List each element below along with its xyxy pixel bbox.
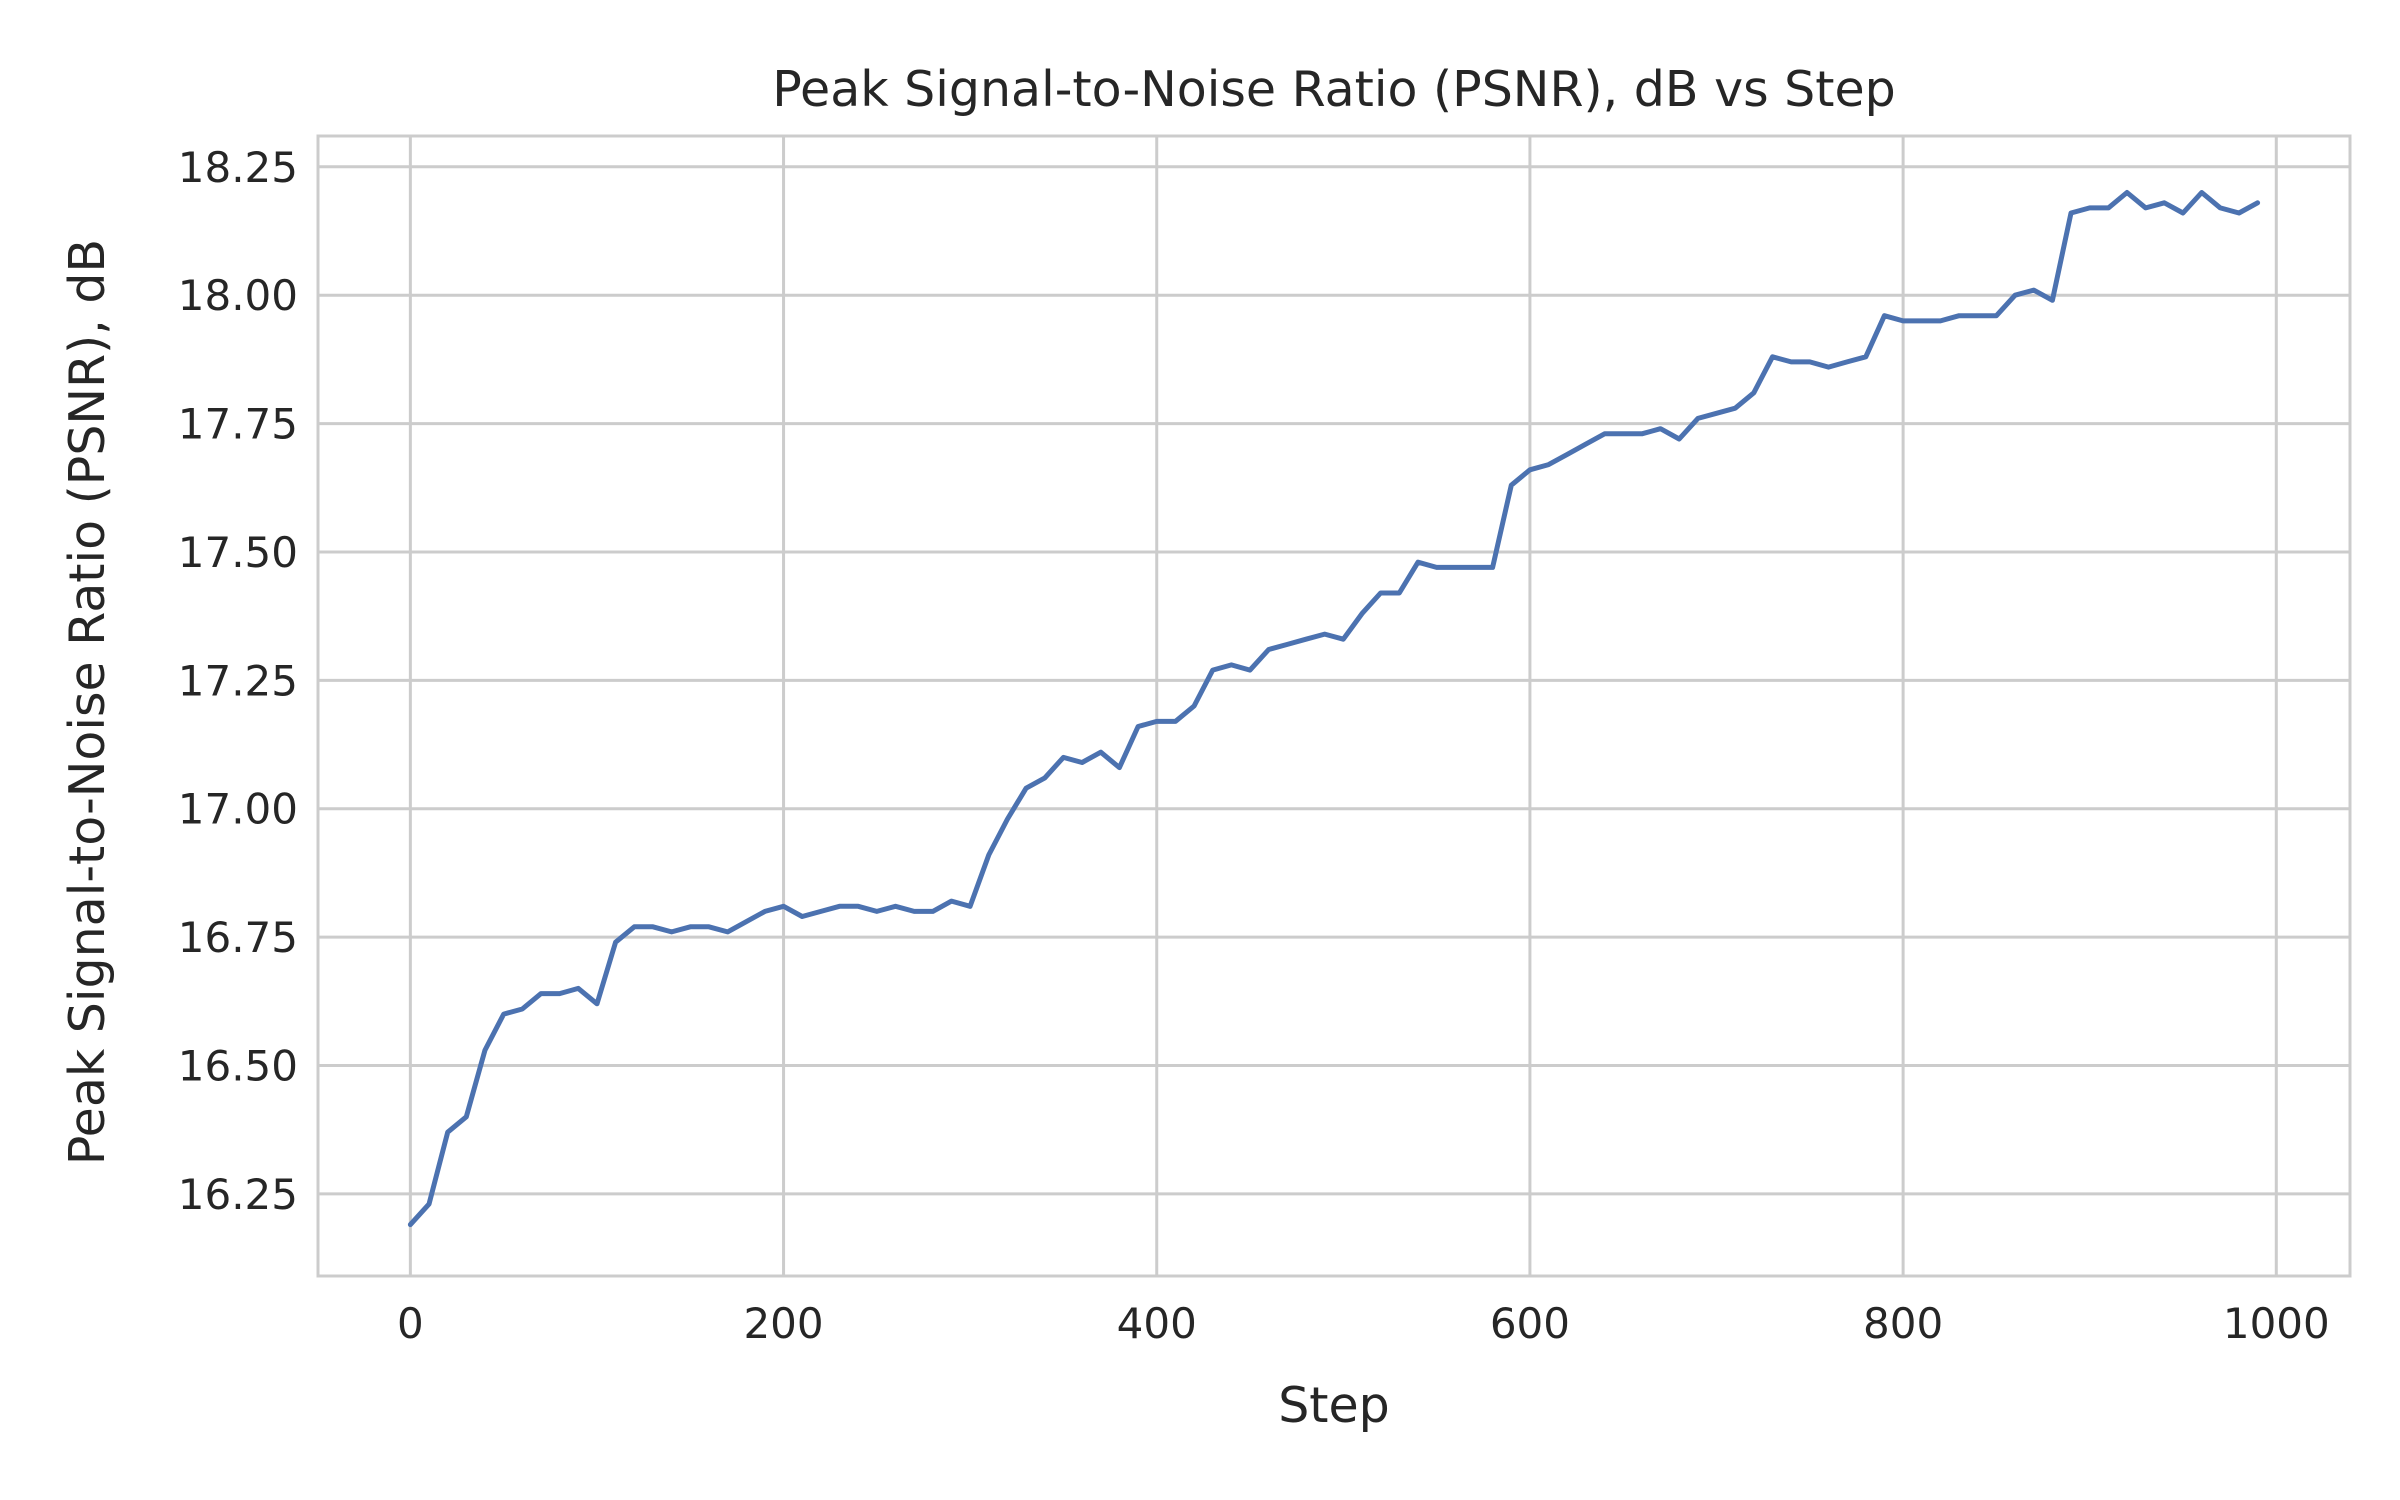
x-tick-label: 0 <box>397 1299 424 1348</box>
x-axis-label: Step <box>1278 1377 1390 1434</box>
grid <box>318 136 2350 1276</box>
x-tick-label: 200 <box>743 1299 823 1348</box>
chart-title: Peak Signal-to-Noise Ratio (PSNR), dB vs… <box>772 61 1895 118</box>
y-tick-label: 17.25 <box>178 656 298 705</box>
y-tick-label: 16.25 <box>178 1170 298 1219</box>
y-tick-label: 16.75 <box>178 913 298 962</box>
y-tick-label: 17.00 <box>178 785 298 834</box>
x-axis-ticks: 0 200 400 600 800 1000 <box>397 1299 2330 1348</box>
y-axis-ticks: 16.25 16.50 16.75 17.00 17.25 17.50 17.75 18.00… <box>178 143 298 1219</box>
y-axis-label: Peak Signal-to-Noise Ratio (PSNR), dB <box>59 239 116 1165</box>
y-tick-label: 18.00 <box>178 271 298 320</box>
x-tick-label: 400 <box>1117 1299 1197 1348</box>
x-tick-label: 1000 <box>2223 1299 2330 1348</box>
plot-frame <box>316 134 2352 1278</box>
x-tick-label: 800 <box>1863 1299 1943 1348</box>
series-layer <box>407 190 2261 1228</box>
x-tick-label: 600 <box>1490 1299 1570 1348</box>
y-tick-label: 17.75 <box>178 400 298 449</box>
y-tick-label: 18.25 <box>178 143 298 192</box>
y-tick-label: 17.50 <box>178 528 298 577</box>
psnr-series-line <box>407 190 2261 1228</box>
y-tick-label: 16.50 <box>178 1041 298 1090</box>
